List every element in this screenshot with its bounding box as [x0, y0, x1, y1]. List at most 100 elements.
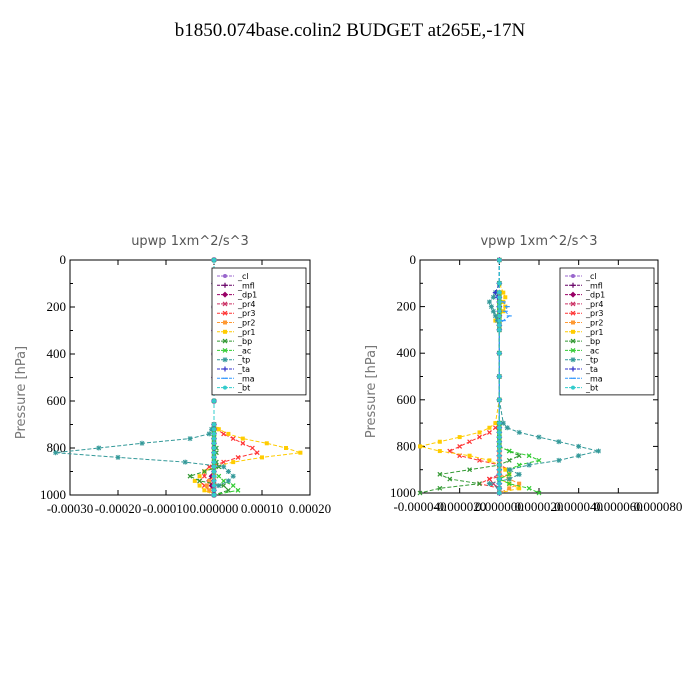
data-point	[497, 323, 502, 328]
y-tick-label: 200	[397, 299, 417, 314]
data-point	[467, 439, 473, 445]
y-tick-label: 200	[47, 299, 67, 314]
data-point	[576, 443, 582, 449]
data-point	[212, 474, 216, 479]
data-point	[487, 458, 492, 463]
y-tick-label: 0	[60, 252, 67, 267]
data-point	[212, 478, 216, 483]
x-tick-label: -0.00010	[143, 501, 190, 516]
legend-label: _ta	[585, 365, 598, 374]
y-tick-label: 0	[410, 252, 417, 267]
legend-marker	[223, 385, 227, 390]
x-tick-label: -0.00030	[47, 501, 94, 516]
data-point	[497, 435, 502, 440]
data-point	[503, 467, 508, 472]
data-point	[497, 481, 502, 486]
data-point	[477, 481, 482, 487]
legend-label: _pr1	[585, 328, 603, 337]
data-point	[437, 485, 443, 491]
legend-label: _pr2	[237, 319, 255, 328]
data-point	[497, 351, 502, 356]
data-point	[556, 439, 562, 445]
legend-label: _pr4	[237, 300, 255, 309]
data-point	[212, 258, 216, 262]
data-point	[221, 459, 227, 465]
data-point	[497, 458, 502, 463]
legend-label: _ma	[585, 374, 603, 383]
legend-label: _dp1	[237, 291, 257, 300]
panel-title: upwp 1xm^2/s^3	[131, 234, 249, 249]
legend-marker	[570, 310, 576, 316]
legend-label: _cl	[237, 272, 249, 281]
data-point	[506, 467, 512, 473]
data-point	[212, 488, 216, 493]
data-point	[497, 299, 502, 304]
data-point	[457, 435, 462, 440]
data-point	[497, 397, 502, 402]
series-line-tp	[55, 260, 234, 495]
data-point	[216, 473, 222, 479]
data-point	[486, 481, 492, 487]
data-point	[486, 429, 492, 435]
data-point	[254, 450, 260, 456]
data-point	[212, 460, 216, 465]
data-point	[240, 440, 246, 446]
legend-label: _ac	[585, 346, 599, 355]
data-point	[497, 477, 502, 482]
data-point	[437, 439, 442, 444]
legend-marker	[570, 347, 576, 353]
data-point	[249, 445, 255, 451]
legend-label: _bt	[585, 384, 598, 393]
y-tick-label: 1000	[40, 487, 66, 502]
data-point	[526, 485, 532, 491]
data-point	[486, 476, 492, 482]
data-point	[477, 434, 482, 440]
data-point	[417, 490, 423, 496]
data-point	[212, 427, 216, 432]
data-point	[216, 427, 221, 432]
legend-marker	[570, 291, 576, 298]
data-point	[212, 464, 216, 469]
data-point	[187, 436, 193, 442]
x-tick-label: 0.000020	[515, 499, 564, 514]
x-tick-label: 0.000000	[475, 499, 524, 514]
data-point	[201, 469, 207, 474]
data-point	[240, 436, 245, 441]
data-point	[212, 436, 216, 441]
x-tick-label: -0.000020	[433, 499, 486, 514]
data-point	[506, 448, 512, 454]
data-point	[536, 457, 542, 463]
data-point	[197, 483, 202, 488]
data-point	[212, 446, 216, 450]
data-point	[503, 295, 508, 300]
x-tick-label: -0.00020	[95, 501, 142, 516]
data-point	[492, 313, 498, 319]
data-point	[477, 430, 482, 435]
legend-marker	[570, 357, 576, 363]
data-point	[212, 431, 216, 436]
data-point	[490, 308, 496, 314]
data-point	[225, 478, 231, 484]
data-point	[497, 374, 502, 379]
y-axis-label: Pressure [hPa]	[364, 345, 379, 438]
legend-marker	[223, 329, 227, 334]
data-point	[53, 450, 59, 456]
data-point	[504, 425, 510, 431]
data-point	[497, 449, 502, 454]
y-tick-label: 800	[47, 440, 67, 455]
data-point	[230, 436, 236, 442]
data-point	[490, 294, 496, 300]
data-point	[497, 295, 502, 300]
data-point	[226, 431, 231, 436]
data-point	[216, 483, 222, 489]
data-point	[212, 483, 216, 488]
legend-label: _dp1	[585, 291, 605, 300]
data-point	[497, 309, 502, 314]
data-point	[497, 313, 502, 318]
legend-label: _pr1	[237, 328, 255, 337]
data-point	[492, 425, 498, 431]
data-point	[201, 473, 207, 479]
data-point	[231, 460, 236, 465]
data-point	[202, 488, 207, 493]
data-point	[576, 453, 582, 459]
